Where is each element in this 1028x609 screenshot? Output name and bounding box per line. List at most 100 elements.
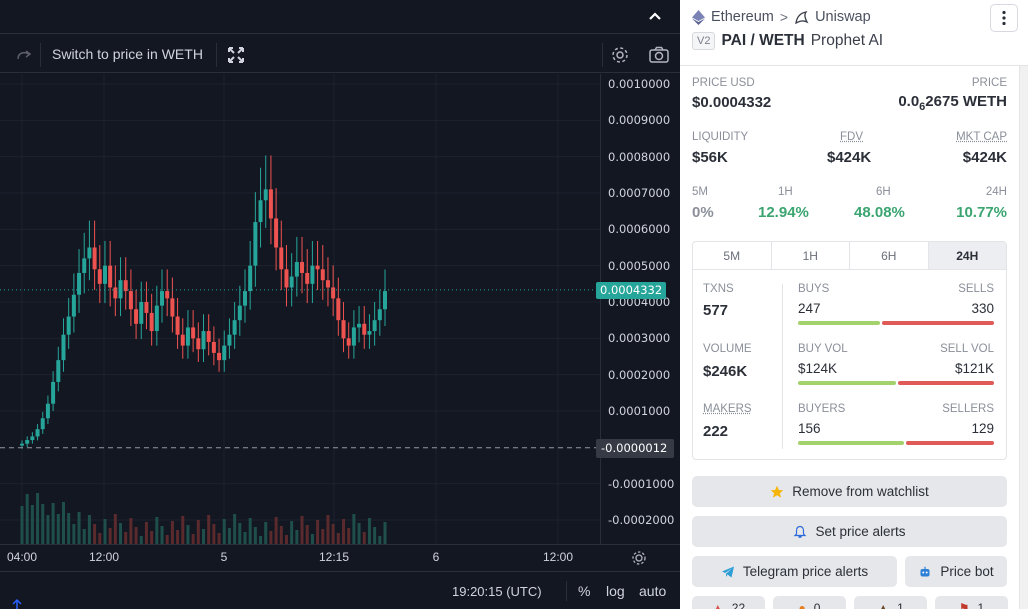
liquidity-label: LIQUIDITY bbox=[692, 131, 749, 143]
volume-bar bbox=[284, 535, 288, 544]
candle-body bbox=[211, 341, 216, 353]
candle-body bbox=[30, 436, 35, 441]
price-tick-label: 0.0005000 bbox=[608, 258, 671, 273]
switch-price-weth-button[interactable]: Switch to price in WETH bbox=[52, 46, 203, 62]
time-axis[interactable]: 04:00 12:00 5 12:15 6 12:00 bbox=[0, 544, 680, 570]
tab-1h[interactable]: 1H bbox=[772, 242, 850, 269]
sells-value: 330 bbox=[971, 301, 994, 316]
volume-bar bbox=[56, 514, 60, 544]
remove-watchlist-button[interactable]: Remove from watchlist bbox=[692, 476, 1007, 507]
auto-scale-button[interactable]: auto bbox=[639, 583, 667, 599]
reaction-rocket-button[interactable]: ▲ 22 bbox=[692, 596, 765, 609]
star-icon bbox=[770, 485, 784, 498]
time-tick-label: 5 bbox=[220, 550, 228, 564]
candle-body bbox=[118, 280, 123, 299]
telegram-alerts-button[interactable]: Telegram price alerts bbox=[692, 556, 897, 587]
buys-value: 247 bbox=[798, 301, 821, 316]
percent-scale-button[interactable]: % bbox=[578, 583, 591, 599]
buyvol-bar bbox=[798, 381, 896, 385]
fullscreen-icon[interactable] bbox=[226, 45, 246, 65]
candle-body bbox=[315, 265, 320, 270]
candle-body bbox=[320, 269, 325, 281]
axis-settings-icon[interactable] bbox=[630, 549, 648, 567]
dex-link[interactable]: Uniswap bbox=[815, 9, 871, 25]
candle-body bbox=[253, 222, 258, 266]
makers-label[interactable]: MAKERS bbox=[703, 403, 752, 415]
log-scale-button[interactable]: log bbox=[606, 583, 625, 599]
price-bot-button[interactable]: Price bot bbox=[905, 556, 1007, 587]
volume-bar bbox=[25, 494, 29, 544]
volume-bar bbox=[196, 520, 200, 544]
volume-bar bbox=[165, 535, 169, 544]
volume-bar bbox=[108, 528, 112, 544]
volume-bar bbox=[326, 515, 330, 544]
chevron-up-icon[interactable] bbox=[646, 8, 664, 26]
volume-bar bbox=[30, 505, 34, 544]
price-native-label: PRICE bbox=[971, 77, 1007, 89]
flag-icon: ⚑ bbox=[958, 601, 970, 609]
mktcap-label[interactable]: MKT CAP bbox=[956, 131, 1007, 143]
time-tick-label: 04:00 bbox=[6, 550, 38, 564]
volume-bar bbox=[269, 531, 273, 544]
time-tick-label: 12:15 bbox=[318, 550, 350, 564]
candle-body bbox=[196, 338, 201, 350]
candle-body bbox=[170, 298, 175, 317]
price-tick-label: 0.0008000 bbox=[608, 149, 671, 164]
chain-link[interactable]: Ethereum bbox=[711, 9, 774, 25]
price-tick-label: 0.0007000 bbox=[608, 186, 671, 200]
volume-bar bbox=[357, 523, 361, 544]
price-axis[interactable]: 0.0010000 0.0009000 0.0008000 0.0007000 0.00… bbox=[600, 74, 680, 544]
candle-body bbox=[237, 305, 242, 321]
volume-bar bbox=[243, 532, 247, 544]
info-scrollbar[interactable] bbox=[1019, 66, 1028, 609]
candle-body bbox=[383, 291, 387, 310]
change-6h-value: 48.08% bbox=[854, 204, 905, 221]
current-price-label: 0.0004332 bbox=[596, 282, 666, 299]
price-chart-plot[interactable] bbox=[0, 74, 600, 544]
candle-body bbox=[128, 291, 133, 310]
poop-icon: ▲ bbox=[877, 601, 890, 609]
fire-icon: ● bbox=[798, 601, 806, 609]
reaction-flag-button[interactable]: ⚑ 1 bbox=[935, 596, 1008, 609]
volume-bar bbox=[367, 518, 371, 544]
volume-bar bbox=[129, 518, 133, 544]
volume-bar bbox=[383, 522, 387, 544]
volume-bar bbox=[51, 503, 55, 544]
scroll-up-icon[interactable] bbox=[10, 598, 24, 609]
price-tick-label: 0.0003000 bbox=[608, 331, 671, 346]
timeframe-tabs: 5M 1H 6H 24H bbox=[693, 242, 1006, 270]
volume-bar bbox=[233, 514, 237, 544]
utc-clock: 19:20:15 (UTC) bbox=[452, 584, 542, 599]
candle-body bbox=[134, 309, 139, 324]
token-name: Prophet AI bbox=[810, 32, 884, 49]
volume-bar bbox=[248, 518, 252, 544]
price-tick-label: -0.0002000 bbox=[608, 513, 675, 527]
volume-bar bbox=[87, 515, 91, 544]
tab-24h[interactable]: 24H bbox=[928, 242, 1006, 269]
redo-icon[interactable] bbox=[14, 45, 34, 65]
tab-5m[interactable]: 5M bbox=[693, 242, 772, 269]
volume-bar bbox=[124, 532, 128, 544]
volume-bar bbox=[207, 515, 211, 544]
tab-6h[interactable]: 6H bbox=[850, 242, 929, 269]
chart-toolbar: Switch to price in WETH bbox=[0, 35, 680, 73]
camera-icon[interactable] bbox=[648, 45, 670, 65]
candle-body bbox=[279, 247, 284, 270]
settings-gear-icon[interactable] bbox=[610, 45, 630, 65]
volume-bar bbox=[290, 521, 294, 544]
reaction-poop-button[interactable]: ▲ 1 bbox=[854, 596, 927, 609]
candle-body bbox=[310, 265, 315, 284]
candle-body bbox=[242, 291, 247, 306]
more-options-button[interactable] bbox=[990, 4, 1018, 32]
timeframe-stats-box: 5M 1H 6H 24H TXNS 577 BUYS SELLS 247 330… bbox=[692, 241, 1007, 460]
volume-value: $246K bbox=[703, 363, 748, 380]
volume-bar bbox=[217, 533, 221, 544]
chart-status-bar: 19:20:15 (UTC) % log auto bbox=[0, 571, 680, 609]
buyers-label: BUYERS bbox=[798, 403, 846, 415]
reaction-fire-button[interactable]: ● 0 bbox=[773, 596, 846, 609]
volume-bar bbox=[362, 532, 366, 544]
fdv-label[interactable]: FDV bbox=[840, 131, 863, 143]
candle-body bbox=[377, 309, 382, 321]
set-price-alerts-button[interactable]: Set price alerts bbox=[692, 516, 1007, 547]
price-usd-value: $0.0004332 bbox=[692, 94, 772, 111]
